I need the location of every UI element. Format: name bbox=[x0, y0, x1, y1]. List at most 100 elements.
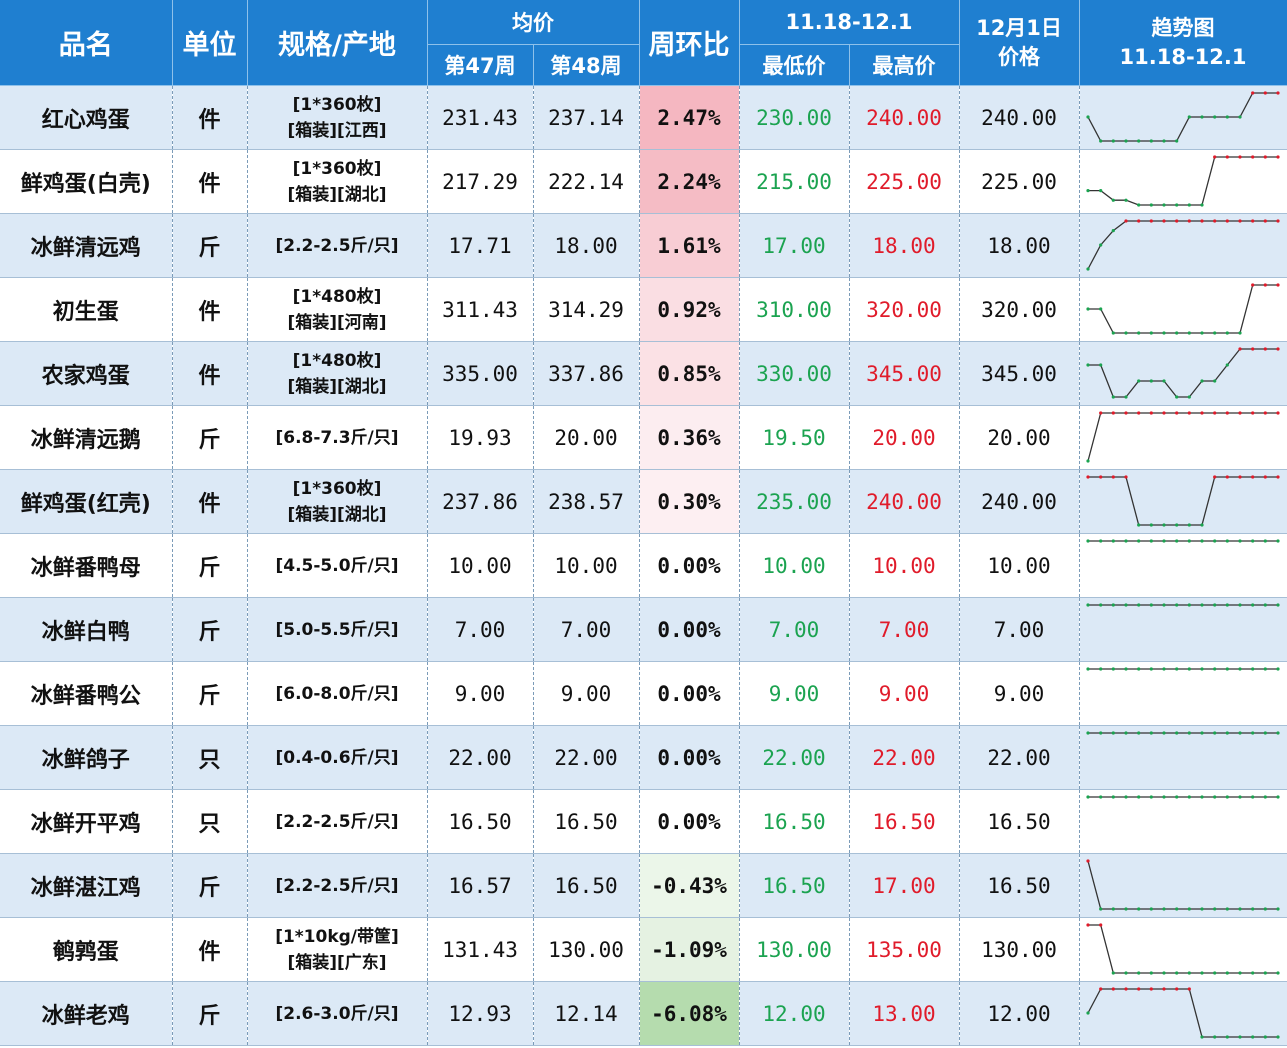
trend-point bbox=[1174, 986, 1178, 991]
trend-point bbox=[1250, 1034, 1254, 1039]
trend-point bbox=[1085, 602, 1090, 607]
trend-point bbox=[1123, 602, 1128, 607]
trend-point bbox=[1123, 474, 1128, 479]
cell-low: 230.00 bbox=[739, 85, 850, 150]
trend-point bbox=[1085, 266, 1090, 271]
trend-point bbox=[1250, 538, 1254, 543]
trend-point bbox=[1136, 986, 1140, 991]
trend-point bbox=[1275, 410, 1280, 415]
trend-point bbox=[1263, 538, 1267, 543]
trend-point bbox=[1225, 410, 1229, 415]
table-row: 冰鲜番鸭公斤 [6.0-8.0斤/只] 9.00 9.00 0.00% 9.00 9.00 9… bbox=[0, 661, 1287, 726]
cell-spec-line1: [1*480枚] bbox=[292, 286, 382, 307]
cell-change: 0.00% bbox=[639, 661, 740, 726]
trend-point bbox=[1263, 602, 1267, 607]
cell-trend bbox=[1079, 341, 1287, 406]
cell-spec-line1: [1*360枚] bbox=[292, 158, 382, 179]
cell-spec-line1: [5.0-5.5斤/只] bbox=[275, 619, 399, 640]
cell-week47: 231.43 bbox=[427, 85, 534, 150]
trend-point bbox=[1212, 330, 1216, 335]
header-low: 最低价 bbox=[739, 44, 850, 86]
cell-week47: 17.71 bbox=[427, 213, 534, 278]
trend-point bbox=[1098, 188, 1102, 192]
cell-change: 0.36% bbox=[639, 405, 740, 470]
cell-spec-line2: [箱装][湖北] bbox=[287, 184, 387, 205]
cell-week47: 19.93 bbox=[427, 405, 534, 470]
cell-week47: 311.43 bbox=[427, 277, 534, 342]
trend-point bbox=[1212, 538, 1216, 543]
trend-point bbox=[1199, 114, 1204, 119]
trend-point bbox=[1174, 394, 1178, 399]
trend-point bbox=[1212, 730, 1216, 735]
trend-point bbox=[1136, 218, 1140, 223]
trend-point bbox=[1212, 410, 1216, 415]
cell-trend bbox=[1079, 981, 1287, 1046]
trend-point bbox=[1111, 228, 1115, 232]
trend-point bbox=[1161, 970, 1166, 975]
cell-spec: [2.2-2.5斤/只] bbox=[247, 213, 428, 278]
trend-sparkline bbox=[1085, 602, 1280, 607]
trend-sparkline bbox=[1085, 346, 1280, 399]
trend-point bbox=[1212, 666, 1216, 671]
trend-point bbox=[1225, 330, 1229, 335]
cell-week48: 7.00 bbox=[533, 597, 640, 662]
trend-point bbox=[1237, 1034, 1242, 1039]
cell-spec-line2: [箱装][广东] bbox=[287, 952, 387, 973]
cell-unit: 斤 bbox=[172, 597, 248, 662]
trend-point bbox=[1275, 474, 1280, 479]
trend-point bbox=[1225, 538, 1229, 543]
cell-low: 16.50 bbox=[739, 789, 850, 854]
trend-point bbox=[1098, 730, 1102, 735]
cell-spec: [6.0-8.0斤/只] bbox=[247, 661, 428, 726]
trend-point bbox=[1237, 218, 1242, 223]
trend-line bbox=[1086, 987, 1278, 1038]
trend-point bbox=[1098, 306, 1102, 311]
cell-high: 13.00 bbox=[849, 981, 960, 1046]
trend-point bbox=[1098, 602, 1102, 607]
trend-point bbox=[1212, 474, 1216, 479]
cell-spec: [5.0-5.5斤/只] bbox=[247, 597, 428, 662]
trend-point bbox=[1275, 730, 1280, 735]
cell-spec-line1: [2.2-2.5斤/只] bbox=[275, 235, 399, 256]
trend-point bbox=[1098, 410, 1102, 415]
trend-point bbox=[1111, 666, 1115, 671]
trend-point bbox=[1212, 114, 1216, 119]
trend-point bbox=[1225, 474, 1229, 479]
trend-point bbox=[1085, 922, 1090, 927]
cell-high: 22.00 bbox=[849, 725, 960, 790]
header-dec1-line2: 价格 bbox=[998, 44, 1040, 69]
trend-point bbox=[1225, 362, 1229, 367]
trend-point bbox=[1250, 218, 1254, 223]
cell-high: 320.00 bbox=[849, 277, 960, 342]
trend-point bbox=[1136, 602, 1140, 607]
trend-point bbox=[1149, 906, 1153, 911]
cell-high: 225.00 bbox=[849, 149, 960, 214]
cell-week48: 16.50 bbox=[533, 789, 640, 854]
trend-point bbox=[1199, 330, 1204, 335]
trend-point bbox=[1187, 666, 1191, 671]
trend-point bbox=[1263, 906, 1267, 911]
cell-spec: [4.5-5.0斤/只] bbox=[247, 533, 428, 598]
trend-point bbox=[1123, 410, 1128, 415]
header-dec1: 12月1日 价格 bbox=[959, 0, 1080, 86]
cell-high: 135.00 bbox=[849, 917, 960, 982]
trend-point bbox=[1123, 794, 1128, 799]
trend-point bbox=[1275, 346, 1280, 351]
trend-point bbox=[1250, 970, 1254, 975]
cell-low: 235.00 bbox=[739, 469, 850, 534]
cell-spec-line1: [1*10kg/带筐] bbox=[275, 926, 399, 947]
trend-point bbox=[1212, 602, 1216, 607]
cell-week48: 18.00 bbox=[533, 213, 640, 278]
trend-point bbox=[1098, 986, 1102, 991]
cell-change: 1.61% bbox=[639, 213, 740, 278]
trend-point bbox=[1187, 970, 1191, 975]
trend-point bbox=[1161, 522, 1166, 527]
cell-unit: 只 bbox=[172, 789, 248, 854]
trend-point bbox=[1237, 602, 1242, 607]
cell-dec1: 320.00 bbox=[959, 277, 1080, 342]
cell-low: 7.00 bbox=[739, 597, 850, 662]
trend-sparkline bbox=[1085, 282, 1280, 335]
trend-point bbox=[1237, 794, 1242, 799]
cell-week47: 7.00 bbox=[427, 597, 534, 662]
cell-spec-line1: [1*480枚] bbox=[292, 350, 382, 371]
